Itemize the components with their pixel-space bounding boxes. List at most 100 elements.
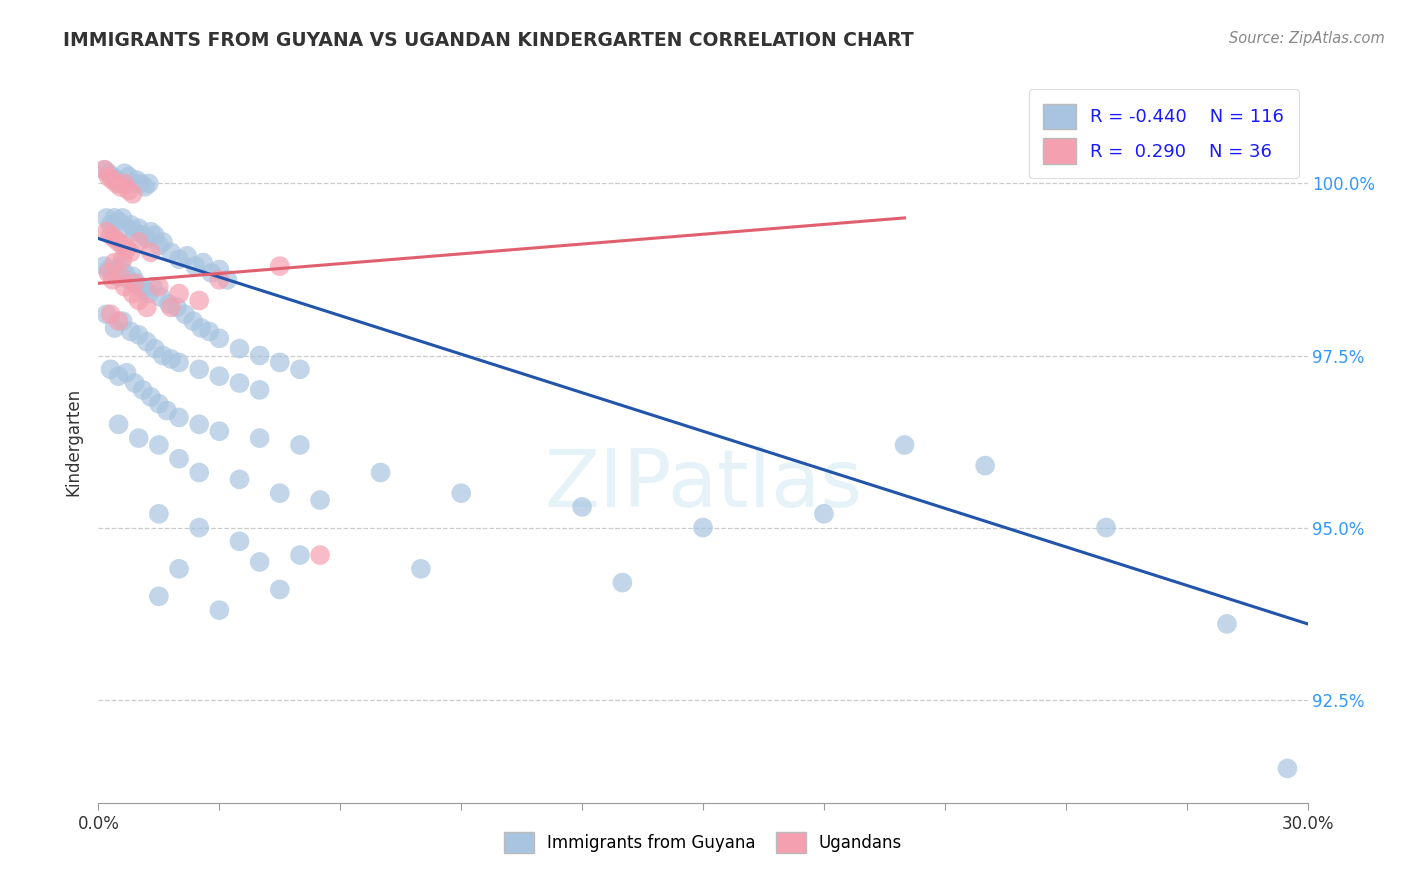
Point [97, 262, 120, 277]
Point [1095, 520, 1118, 534]
Point [115, 366, 138, 380]
Point [103, 321, 125, 335]
Point [208, 331, 231, 345]
Point [110, 259, 132, 273]
Point [97, 166, 120, 180]
Point [148, 438, 170, 452]
Point [166, 301, 188, 315]
Point [105, 173, 128, 187]
Point [121, 286, 143, 301]
Point [101, 169, 124, 184]
Point [134, 283, 156, 297]
Point [125, 173, 148, 187]
Point [288, 362, 311, 376]
Point [181, 314, 204, 328]
Point [111, 211, 134, 225]
Point [152, 235, 174, 249]
Point [107, 235, 129, 249]
Point [114, 166, 136, 180]
Point [188, 417, 211, 432]
Point [160, 351, 183, 366]
Point [124, 277, 146, 291]
Point [110, 177, 132, 191]
Point [93, 162, 115, 177]
Point [120, 245, 142, 260]
Text: ZIPatlas: ZIPatlas [544, 446, 862, 524]
Point [111, 314, 134, 328]
Point [208, 369, 231, 384]
Point [135, 334, 157, 349]
Point [128, 235, 150, 249]
Point [100, 307, 122, 321]
Point [100, 218, 122, 232]
Point [157, 297, 180, 311]
Point [143, 228, 166, 243]
Point [135, 231, 157, 245]
Point [97, 266, 120, 280]
Point [132, 383, 155, 397]
Point [121, 177, 143, 191]
Point [200, 266, 222, 280]
Point [111, 252, 134, 267]
Point [121, 269, 143, 284]
Point [309, 548, 332, 562]
Point [101, 266, 124, 280]
Point [148, 507, 170, 521]
Point [107, 314, 129, 328]
Point [114, 177, 136, 191]
Point [193, 255, 215, 269]
Point [101, 273, 124, 287]
Point [167, 355, 190, 369]
Point [174, 307, 197, 321]
Point [188, 362, 211, 376]
Point [269, 486, 291, 500]
Point [100, 362, 122, 376]
Point [124, 225, 146, 239]
Point [974, 458, 997, 473]
Point [198, 325, 221, 339]
Point [139, 225, 162, 239]
Point [138, 286, 160, 301]
Point [107, 417, 129, 432]
Point [103, 231, 125, 245]
Point [167, 410, 190, 425]
Point [208, 273, 231, 287]
Point [139, 245, 162, 260]
Point [450, 486, 472, 500]
Point [93, 259, 115, 273]
Point [152, 349, 174, 363]
Point [128, 431, 150, 445]
Point [93, 162, 115, 177]
Point [96, 307, 118, 321]
Point [115, 242, 138, 256]
Point [143, 342, 166, 356]
Point [188, 520, 211, 534]
Text: IMMIGRANTS FROM GUYANA VS UGANDAN KINDERGARTEN CORRELATION CHART: IMMIGRANTS FROM GUYANA VS UGANDAN KINDER… [63, 31, 914, 50]
Point [167, 451, 190, 466]
Point [97, 169, 120, 184]
Point [101, 173, 124, 187]
Point [228, 342, 250, 356]
Point [1277, 761, 1299, 775]
Point [105, 269, 128, 284]
Point [1216, 616, 1239, 631]
Point [288, 438, 311, 452]
Point [288, 548, 311, 562]
Point [129, 177, 152, 191]
Point [190, 321, 212, 335]
Point [309, 493, 332, 508]
Point [167, 562, 190, 576]
Text: Source: ZipAtlas.com: Source: ZipAtlas.com [1229, 31, 1385, 46]
Point [167, 252, 190, 267]
Point [208, 424, 231, 438]
Point [571, 500, 593, 514]
Point [893, 438, 915, 452]
Point [148, 590, 170, 604]
Point [115, 221, 138, 235]
Point [120, 218, 142, 232]
Point [188, 466, 211, 480]
Point [110, 180, 132, 194]
Point [138, 177, 160, 191]
Point [228, 472, 250, 486]
Point [96, 211, 118, 225]
